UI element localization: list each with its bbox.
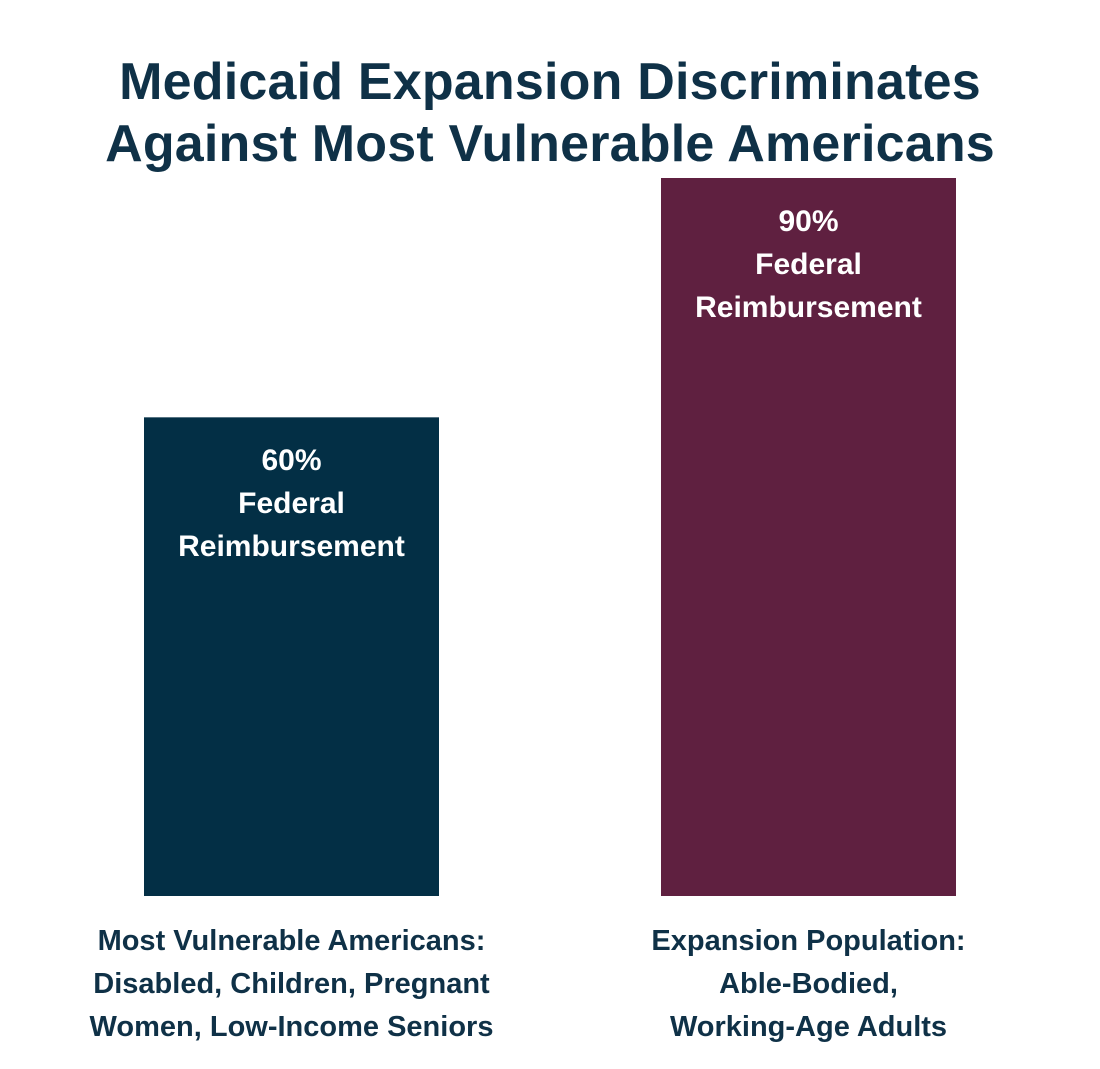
bar-most-vulnerable-americans bbox=[144, 417, 439, 896]
category-label-0-line-3: Women, Low-Income Seniors bbox=[89, 1011, 494, 1043]
data-label-bar-0-value: 60% bbox=[261, 444, 322, 478]
data-label-bar-1-line-2: Federal bbox=[755, 248, 862, 281]
data-label-bar-1: 90% Federal Reimbursement bbox=[661, 200, 956, 329]
chart-title: Medicaid Expansion Discriminates Against… bbox=[0, 51, 1100, 175]
category-label-1-line-2: Able-Bodied, bbox=[719, 968, 898, 1000]
category-label-expansion-population: Expansion Population: Able-Bodied, Worki… bbox=[549, 920, 1069, 1049]
data-label-bar-1-line-3: Reimbursement bbox=[695, 291, 922, 324]
data-label-bar-1-value: 90% bbox=[778, 205, 839, 238]
category-label-0-line-2: Disabled, Children, Pregnant bbox=[93, 968, 490, 1000]
chart-title-line-2: Against Most Vulnerable Americans bbox=[105, 114, 995, 173]
category-label-1-line-1: Expansion Population: bbox=[651, 925, 966, 957]
category-label-0-line-1: Most Vulnerable Americans: bbox=[97, 925, 486, 957]
data-label-bar-0: 60% Federal Reimbursement bbox=[144, 439, 439, 568]
data-label-bar-0-line-3: Reimbursement bbox=[178, 530, 405, 564]
bar-expansion-population bbox=[661, 178, 956, 896]
chart-title-line-1: Medicaid Expansion Discriminates bbox=[119, 52, 981, 111]
data-label-bar-0-line-2: Federal bbox=[238, 487, 345, 521]
category-label-most-vulnerable: Most Vulnerable Americans: Disabled, Chi… bbox=[32, 920, 552, 1049]
category-label-1-line-3: Working-Age Adults bbox=[669, 1011, 948, 1043]
